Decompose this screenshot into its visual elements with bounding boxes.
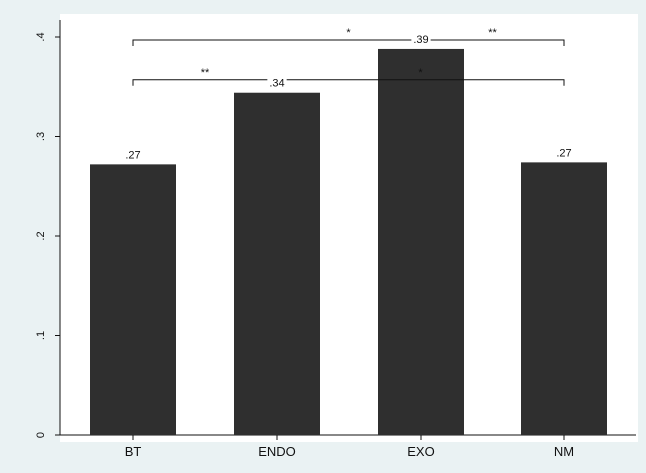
x-tick-label: ENDO <box>258 444 296 459</box>
bar-nm <box>521 162 607 435</box>
y-tick-label: 0 <box>35 432 47 438</box>
significance-label: * <box>346 27 351 39</box>
y-tick-label: .3 <box>35 132 47 141</box>
significance-label: * <box>418 67 423 79</box>
data-label-background <box>123 149 143 162</box>
data-label: .34 <box>269 78 284 90</box>
significance-bracket <box>132 39 565 46</box>
data-label: .27 <box>125 149 140 161</box>
data-label-background <box>267 77 287 90</box>
y-tick-label: .4 <box>35 32 47 41</box>
y-tick-label: .2 <box>35 231 47 240</box>
bar-endo <box>234 92 320 435</box>
significance-label: ** <box>488 27 497 39</box>
x-tick-label: EXO <box>407 444 434 459</box>
significance-bracket <box>132 79 565 86</box>
data-label-background <box>411 33 431 46</box>
bar-bt <box>90 164 176 436</box>
x-tick-label: BT <box>125 444 142 459</box>
data-label: .39 <box>413 34 428 46</box>
y-tick-label: .1 <box>35 331 47 340</box>
significance-label: ** <box>201 67 210 79</box>
bars <box>90 48 607 436</box>
bar-exo <box>378 48 464 435</box>
data-label-background <box>554 147 574 160</box>
significance-brackets: * **** * <box>132 27 565 86</box>
labels: .27 .34 .39 .27 <box>123 33 574 162</box>
axes: 0 .1 .2 .3 .4 BT ENDO EXO NM <box>35 20 636 459</box>
data-label: .27 <box>556 147 571 159</box>
x-tick-label: NM <box>554 444 574 459</box>
